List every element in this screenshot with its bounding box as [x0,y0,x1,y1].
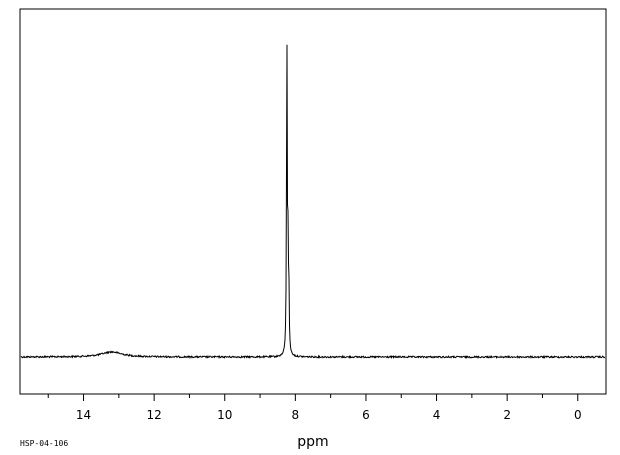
x-axis-ticks [47,394,579,401]
x-tick-label-8: 8 [292,408,300,422]
x-tick-label-14: 14 [76,408,91,422]
x-tick-label-6: 6 [362,408,370,422]
x-tick-label-4: 4 [433,408,441,422]
spectrum-line [20,44,606,360]
x-tick-label-12: 12 [147,408,162,422]
sample-code-label: HSP-04-106 [20,439,68,448]
x-tick-label-0: 0 [574,408,582,422]
x-tick-label-2: 2 [503,408,511,422]
x-axis-title: ppm [297,434,328,450]
plot-frame [19,8,607,395]
x-axis-tick-labels: 14 12 10 8 6 4 2 0 [76,408,582,422]
x-tick-label-10: 10 [217,408,232,422]
